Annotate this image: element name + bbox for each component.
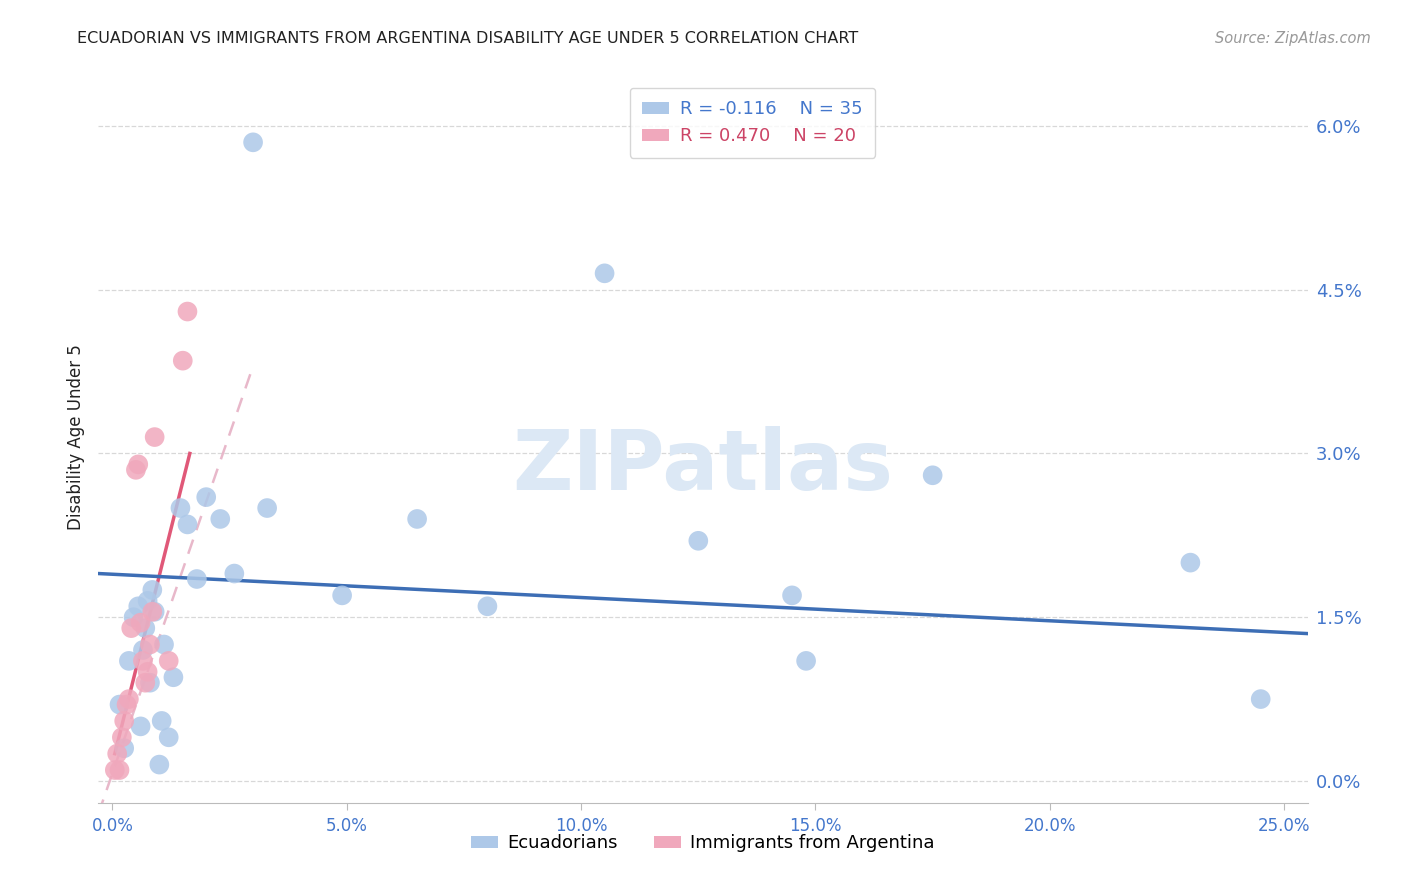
Point bbox=[169, 501, 191, 516]
Point bbox=[141, 582, 163, 597]
Point bbox=[172, 353, 194, 368]
Point bbox=[118, 654, 141, 668]
Point bbox=[1250, 692, 1272, 706]
Point bbox=[108, 698, 131, 712]
Point bbox=[477, 599, 499, 614]
Point bbox=[115, 698, 138, 712]
Legend: Ecuadorians, Immigrants from Argentina: Ecuadorians, Immigrants from Argentina bbox=[464, 827, 942, 860]
Point bbox=[209, 512, 232, 526]
Point bbox=[242, 136, 264, 150]
Point bbox=[125, 463, 148, 477]
Point bbox=[150, 714, 173, 728]
Point bbox=[129, 719, 152, 733]
Point bbox=[330, 588, 353, 602]
Point bbox=[122, 610, 145, 624]
Point bbox=[132, 643, 155, 657]
Point bbox=[139, 675, 162, 690]
Point bbox=[141, 605, 163, 619]
Point bbox=[134, 675, 156, 690]
Point bbox=[134, 621, 156, 635]
Point bbox=[118, 692, 141, 706]
Point bbox=[120, 621, 142, 635]
Point bbox=[688, 533, 710, 548]
Text: ECUADORIAN VS IMMIGRANTS FROM ARGENTINA DISABILITY AGE UNDER 5 CORRELATION CHART: ECUADORIAN VS IMMIGRANTS FROM ARGENTINA … bbox=[77, 31, 859, 46]
Point bbox=[157, 731, 180, 745]
Point bbox=[256, 501, 278, 516]
Point bbox=[136, 665, 159, 679]
Point bbox=[143, 605, 166, 619]
Point bbox=[127, 599, 149, 614]
Point bbox=[136, 594, 159, 608]
Point bbox=[921, 468, 943, 483]
Point bbox=[108, 763, 131, 777]
Point bbox=[224, 566, 246, 581]
Point bbox=[176, 517, 198, 532]
Point bbox=[1180, 556, 1202, 570]
Point bbox=[139, 638, 162, 652]
Point bbox=[176, 304, 198, 318]
Text: ZIPatlas: ZIPatlas bbox=[513, 425, 893, 507]
Point bbox=[127, 458, 149, 472]
Text: Source: ZipAtlas.com: Source: ZipAtlas.com bbox=[1215, 31, 1371, 46]
Point bbox=[148, 757, 170, 772]
Point bbox=[143, 430, 166, 444]
Point bbox=[157, 654, 180, 668]
Point bbox=[593, 266, 616, 280]
Point bbox=[162, 670, 184, 684]
Point bbox=[153, 638, 176, 652]
Point bbox=[406, 512, 429, 526]
Point bbox=[112, 714, 135, 728]
Point bbox=[132, 654, 155, 668]
Point bbox=[195, 490, 218, 504]
Point bbox=[780, 588, 803, 602]
Point bbox=[186, 572, 208, 586]
Point bbox=[111, 731, 134, 745]
Point bbox=[104, 763, 127, 777]
Point bbox=[112, 741, 135, 756]
Point bbox=[105, 747, 128, 761]
Point bbox=[129, 615, 152, 630]
Y-axis label: Disability Age Under 5: Disability Age Under 5 bbox=[67, 344, 86, 530]
Point bbox=[794, 654, 817, 668]
